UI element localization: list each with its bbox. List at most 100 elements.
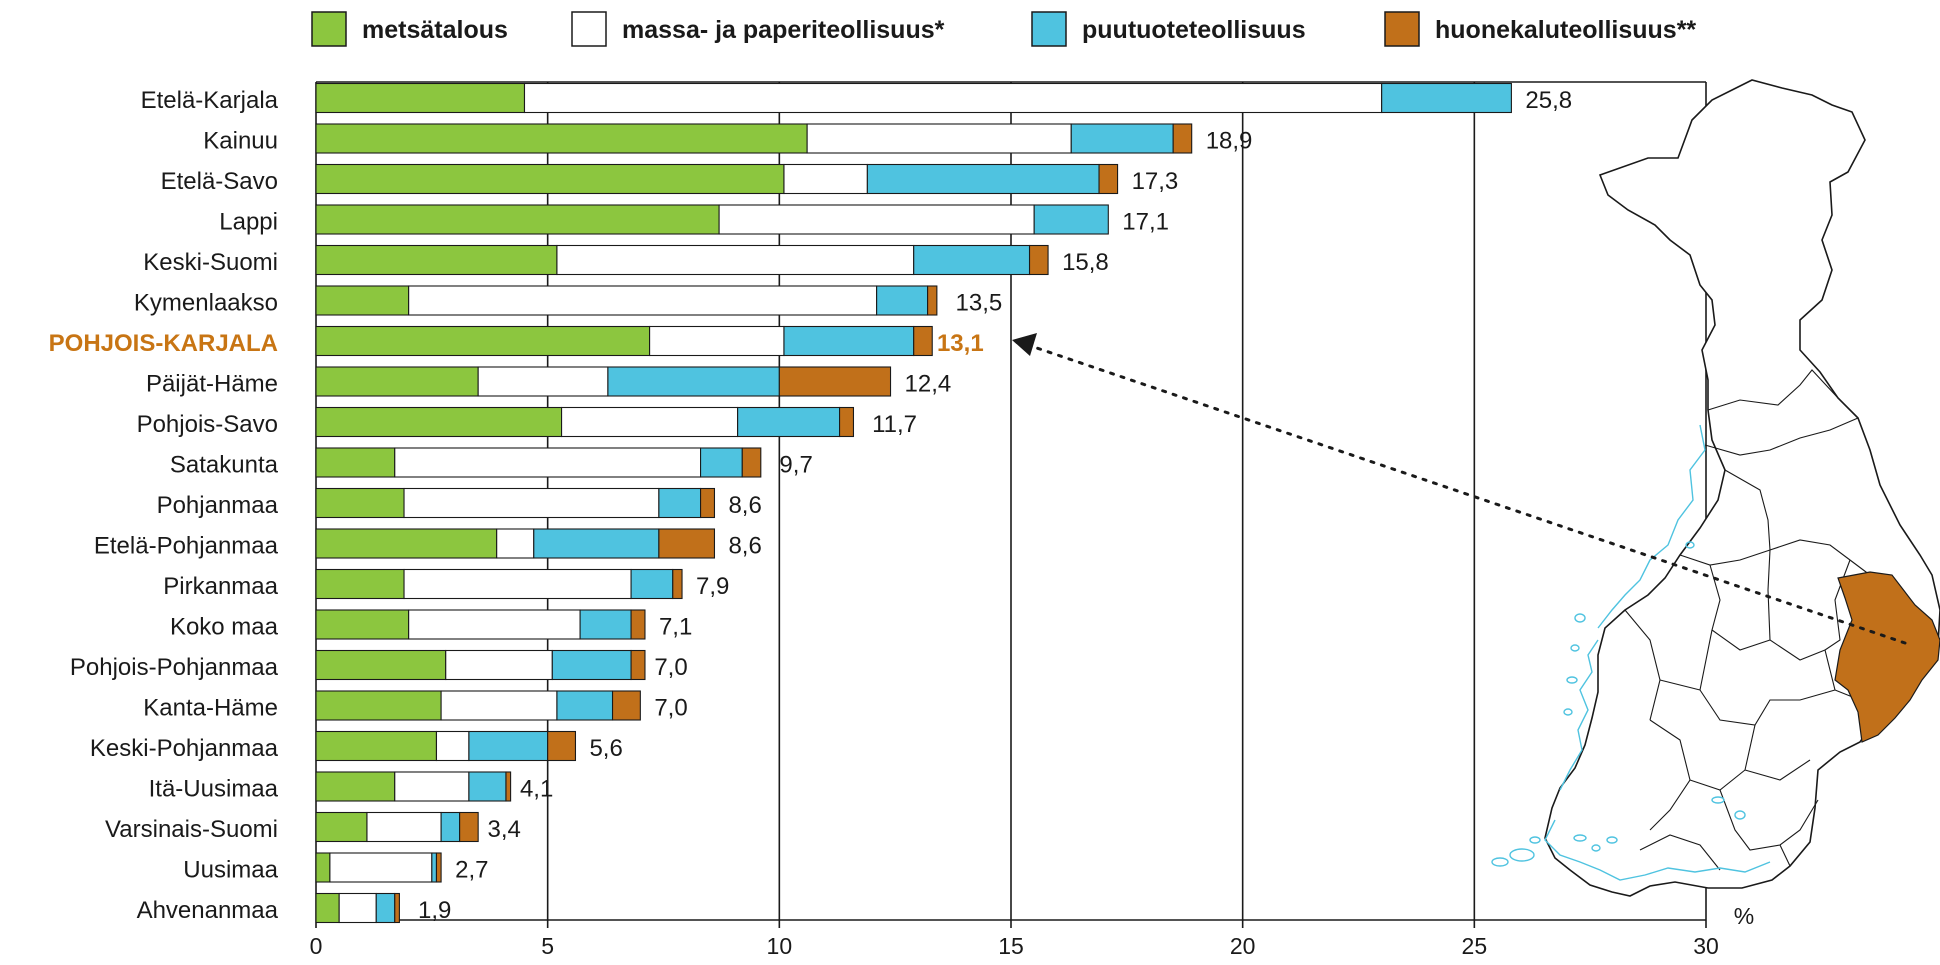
bar-segment: [315, 123, 808, 154]
bar-segment: [366, 811, 442, 843]
bar-segment: [672, 568, 683, 600]
bar-segment: [394, 771, 470, 802]
pointer-arrowhead: [1012, 333, 1037, 356]
data-label: 1,9: [418, 897, 451, 924]
bar-segment: [505, 771, 512, 802]
x-tick-label: 10: [767, 933, 793, 959]
data-label: 2,7: [455, 857, 488, 884]
data-label: 12,4: [905, 371, 952, 398]
bar-segment: [315, 163, 785, 195]
bar-segment: [315, 771, 396, 802]
category-label: Ahvenanmaa: [137, 897, 279, 924]
bar-segment: [700, 487, 716, 519]
category-label: Pohjois-Savo: [137, 411, 278, 438]
bar-segment: [315, 285, 410, 316]
bar-segment: [315, 649, 447, 681]
bar-segment: [737, 406, 841, 438]
category-label: Uusimaa: [183, 857, 278, 884]
category-label: Kymenlaakso: [134, 290, 278, 317]
bar-segment: [315, 406, 563, 438]
bar-segment: [718, 204, 1035, 235]
category-label: Kainuu: [203, 128, 278, 155]
data-label: 8,6: [728, 533, 761, 560]
category-label: Keski-Suomi: [143, 249, 278, 276]
bar-segment: [778, 366, 892, 397]
bar-segment: [630, 649, 646, 681]
bar-segment: [329, 852, 433, 883]
bar-segment: [459, 811, 479, 843]
bar-segment: [477, 366, 609, 397]
bar-segment: [523, 82, 1383, 114]
x-tick-label: 15: [998, 933, 1024, 959]
category-label: Koko maa: [170, 614, 279, 641]
category-label: Etelä-Pohjanmaa: [94, 533, 279, 560]
bar-segment: [394, 892, 400, 924]
bar-segment: [315, 447, 396, 478]
pointer-arrow: [1026, 343, 1907, 645]
data-label: 5,6: [589, 735, 622, 762]
x-tick-label: 0: [310, 933, 323, 959]
bar-segment: [315, 690, 442, 721]
bar-segment: [1172, 123, 1193, 154]
bar-segment: [468, 730, 549, 762]
bar-segment: [440, 811, 461, 843]
bar-segment: [876, 285, 929, 316]
finland-map-icon: [1012, 79, 1940, 897]
category-label: Varsinais-Suomi: [105, 816, 278, 843]
bar-segment: [403, 487, 660, 519]
bar-segment: [315, 204, 720, 235]
category-label: Lappi: [219, 209, 278, 236]
bar-segment: [315, 568, 405, 600]
bar-segment: [561, 406, 739, 438]
data-label: 11,7: [872, 411, 917, 438]
bar-segment: [649, 325, 785, 357]
bar-segment: [806, 123, 1072, 154]
bar-segment: [431, 852, 438, 883]
data-label: 15,8: [1062, 249, 1109, 276]
data-label: 17,1: [1122, 209, 1169, 236]
bar-segment: [496, 528, 535, 559]
category-label: Pirkanmaa: [163, 573, 278, 600]
data-label: 4,1: [520, 776, 553, 803]
bar-segment: [927, 285, 938, 316]
bar-segment: [315, 528, 498, 559]
bar-segment: [315, 366, 479, 397]
bar-segment: [630, 609, 646, 640]
legend-swatch: [571, 11, 607, 47]
data-label: 7,1: [659, 614, 692, 641]
category-label: Keski-Pohjanmaa: [90, 735, 279, 762]
bar-segment: [315, 730, 438, 762]
x-tick-label: 20: [1230, 933, 1256, 959]
bar-segment: [468, 771, 507, 802]
bar-segment: [403, 568, 632, 600]
bar-segment: [315, 244, 558, 276]
bar-segment: [1028, 244, 1049, 276]
finland-outline: [1544, 79, 1940, 897]
bar-segment: [866, 163, 1100, 195]
x-tick-label: 30: [1693, 933, 1719, 959]
bar-segment: [533, 528, 660, 559]
bar-segment: [408, 609, 581, 640]
bar-segment: [913, 325, 933, 357]
bar-segment: [315, 609, 410, 640]
pohjois-karjala-region: [1834, 571, 1940, 743]
bar-segment: [315, 811, 368, 843]
bar-segment: [741, 447, 762, 478]
data-label: 7,9: [696, 573, 729, 600]
category-label: POHJOIS-KARJALA: [49, 330, 278, 357]
category-label: Kanta-Häme: [143, 695, 278, 722]
data-label: 18,9: [1206, 128, 1253, 155]
legend-label: huonekaluteollisuus**: [1435, 16, 1696, 44]
category-label: Päijät-Häme: [146, 371, 278, 398]
bar-segment: [556, 690, 614, 721]
data-label: 7,0: [654, 695, 687, 722]
bar-segment: [394, 447, 702, 478]
bar-segment: [783, 325, 915, 357]
data-label: 17,3: [1132, 168, 1179, 195]
bar-segment: [607, 366, 780, 397]
bar-segment: [315, 852, 331, 883]
legend-label: metsätalous: [362, 16, 508, 44]
data-label: 7,0: [654, 654, 687, 681]
bar-segment: [1381, 82, 1512, 114]
